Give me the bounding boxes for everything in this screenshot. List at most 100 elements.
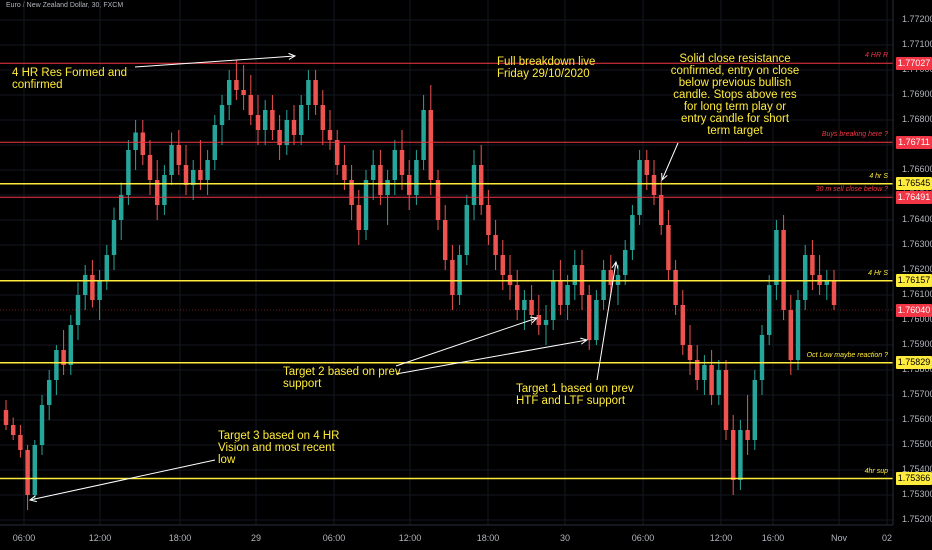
candles[interactable] [3, 60, 837, 510]
candle[interactable] [32, 440, 38, 500]
candle[interactable] [363, 170, 369, 240]
candle[interactable] [334, 130, 340, 175]
candle[interactable] [10, 417, 16, 441]
candle[interactable] [414, 150, 419, 205]
candle[interactable] [219, 95, 225, 145]
candle[interactable] [817, 255, 822, 295]
candle[interactable] [342, 145, 347, 190]
candle[interactable] [802, 245, 808, 310]
candle[interactable] [615, 265, 621, 305]
candle[interactable] [435, 170, 441, 230]
candle[interactable] [241, 65, 246, 110]
candle[interactable] [25, 445, 30, 510]
candle[interactable] [291, 105, 297, 145]
candle[interactable] [198, 140, 203, 190]
candle[interactable] [586, 285, 592, 350]
candle[interactable] [565, 275, 570, 320]
candle[interactable] [205, 150, 210, 195]
candle[interactable] [738, 420, 743, 490]
candle[interactable] [709, 350, 714, 405]
candle[interactable] [277, 115, 282, 160]
candle[interactable] [90, 260, 95, 308]
candle[interactable] [673, 260, 678, 315]
candle[interactable] [154, 160, 160, 220]
candle[interactable] [716, 360, 722, 405]
candle[interactable] [478, 145, 484, 215]
candle[interactable] [306, 70, 311, 120]
candle[interactable] [111, 207, 117, 271]
candle[interactable] [810, 240, 815, 290]
candle[interactable] [622, 240, 628, 285]
candle[interactable] [18, 425, 23, 458]
candle[interactable] [831, 270, 837, 310]
candle[interactable] [752, 370, 758, 450]
candle[interactable] [500, 240, 506, 290]
candle[interactable] [759, 325, 765, 395]
candle[interactable] [3, 400, 9, 430]
candle[interactable] [234, 60, 239, 100]
candle[interactable] [378, 150, 383, 205]
candle[interactable] [399, 130, 405, 190]
candle[interactable] [46, 370, 52, 420]
candle[interactable] [702, 355, 707, 395]
candle[interactable] [313, 70, 318, 115]
candle[interactable] [666, 210, 671, 280]
candle[interactable] [601, 260, 606, 310]
candle[interactable] [61, 330, 66, 375]
candle[interactable] [529, 285, 534, 325]
candle[interactable] [558, 260, 563, 315]
candle[interactable] [687, 325, 693, 375]
candle[interactable] [190, 160, 196, 200]
candle[interactable] [608, 255, 614, 295]
candle[interactable] [471, 150, 477, 220]
candle[interactable] [284, 110, 290, 155]
candle[interactable] [658, 180, 664, 235]
candle[interactable] [457, 245, 462, 305]
candle[interactable] [694, 345, 700, 390]
candle[interactable] [522, 290, 527, 330]
candle[interactable] [356, 190, 362, 245]
candle[interactable] [255, 95, 261, 145]
candle[interactable] [162, 165, 167, 215]
candle[interactable] [543, 305, 549, 345]
candle[interactable] [226, 70, 232, 120]
candle[interactable] [54, 345, 59, 395]
candle[interactable] [745, 395, 750, 455]
candle[interactable] [766, 275, 772, 345]
candle[interactable] [320, 90, 326, 145]
candle[interactable] [270, 95, 275, 140]
candle[interactable] [550, 270, 556, 330]
candle[interactable] [507, 255, 513, 300]
candle[interactable] [428, 85, 434, 195]
candle[interactable] [730, 415, 736, 495]
candle[interactable] [126, 140, 131, 205]
candle[interactable] [680, 290, 686, 355]
candle[interactable] [262, 100, 268, 145]
candle[interactable] [133, 120, 138, 170]
candle[interactable] [169, 132, 174, 186]
candle[interactable] [298, 95, 304, 145]
candle[interactable] [486, 190, 491, 245]
candle[interactable] [176, 130, 182, 175]
candle[interactable] [421, 95, 426, 170]
candle[interactable] [579, 250, 585, 310]
candle[interactable] [392, 140, 398, 195]
candle[interactable] [514, 270, 520, 320]
candle[interactable] [594, 290, 599, 345]
candle[interactable] [464, 195, 470, 265]
candle[interactable] [82, 265, 88, 310]
candle[interactable] [824, 270, 830, 300]
candle[interactable] [97, 270, 102, 320]
candle[interactable] [327, 110, 333, 150]
candle[interactable] [39, 395, 45, 455]
candle[interactable] [75, 282, 81, 341]
candle[interactable] [572, 250, 578, 300]
candle[interactable] [248, 75, 254, 125]
candle[interactable] [493, 220, 498, 270]
candle[interactable] [450, 245, 455, 310]
candle[interactable] [183, 145, 189, 195]
candle[interactable] [781, 215, 786, 320]
candle[interactable] [406, 160, 412, 210]
candle[interactable] [118, 182, 124, 241]
